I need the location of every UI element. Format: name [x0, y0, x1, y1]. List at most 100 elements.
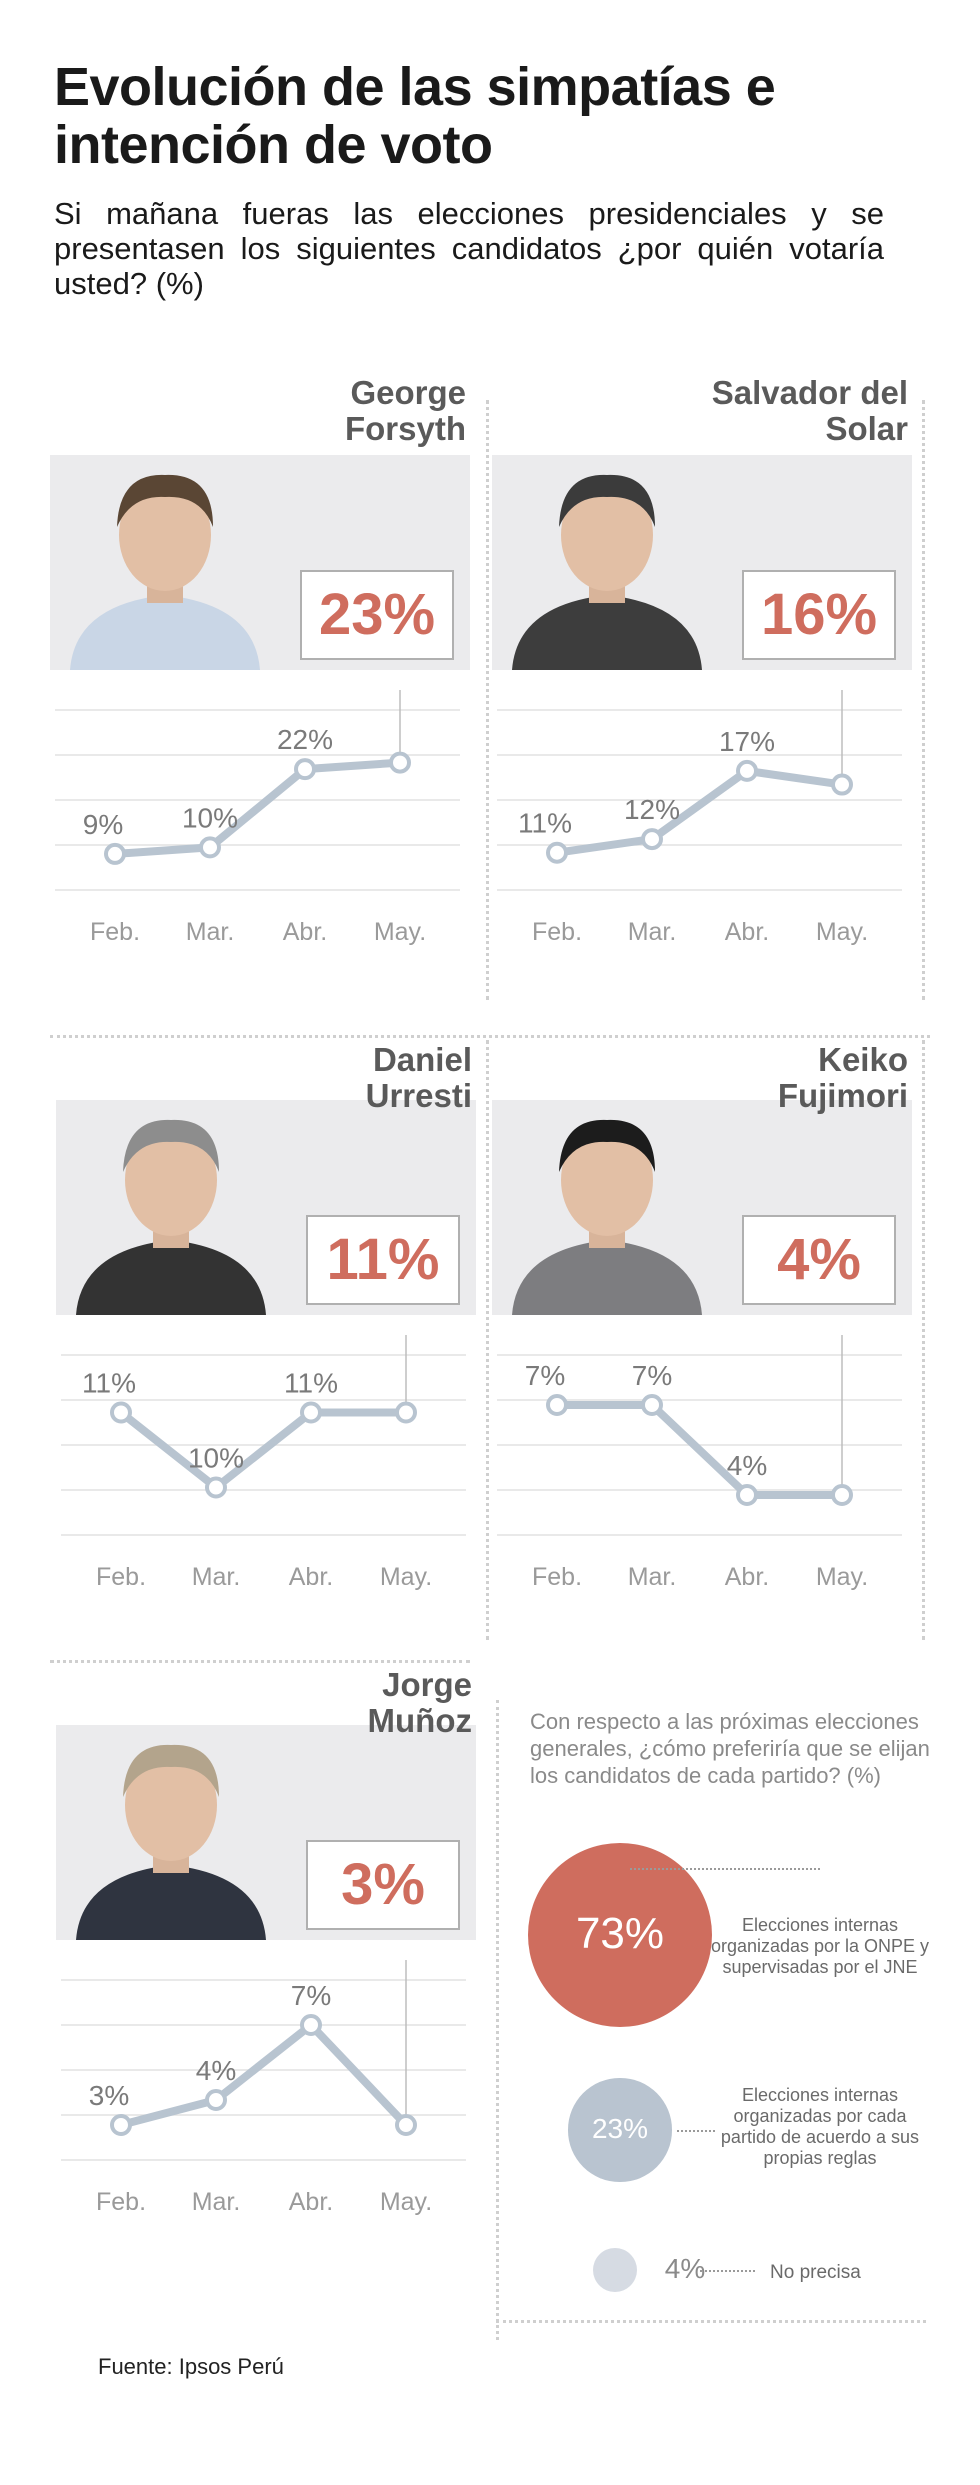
divider-vertical-bottom — [496, 1700, 499, 2340]
source-note: Fuente: Ipsos Perú — [98, 2354, 284, 2379]
x-tick-label: Feb. — [96, 1563, 146, 1591]
current-value-badge: 11% — [306, 1215, 460, 1305]
bubble-label: No precisa — [770, 2262, 861, 2283]
data-point — [104, 842, 126, 865]
current-value-badge: 4% — [742, 1215, 896, 1305]
data-label: 11% — [518, 808, 572, 839]
x-tick-label: Mar. — [628, 1563, 677, 1591]
bubble-label: Elecciones internas organizadas por la O… — [710, 1915, 930, 1977]
line-chart: 7% 7% 4% Feb. Mar. Abr. May. — [497, 1335, 902, 1591]
x-tick-label: Mar. — [192, 1563, 241, 1591]
data-point — [205, 2089, 227, 2111]
x-tick-label: May. — [380, 1563, 432, 1591]
data-label: 3% — [89, 2080, 129, 2111]
data-point — [300, 2014, 322, 2036]
data-point — [110, 1401, 132, 1424]
avatar — [76, 1744, 266, 1940]
divider-horizontal-1 — [50, 1035, 930, 1038]
candidate-name: Jorge Muñoz — [367, 1666, 472, 1739]
line-chart: 11% 10% 11% Feb. Mar. Abr. May. — [61, 1335, 466, 1591]
data-point — [300, 1401, 322, 1424]
candidate-name: George Forsyth — [344, 374, 466, 447]
divider-horizontal-bottom — [496, 2320, 926, 2323]
series-line — [553, 766, 846, 857]
data-label: 11% — [82, 1368, 136, 1399]
avatar — [512, 1119, 702, 1315]
avatar — [512, 474, 702, 670]
data-label: 7% — [291, 1980, 331, 2011]
x-tick-label: Abr. — [289, 2188, 333, 2216]
x-tick-label: May. — [816, 918, 868, 946]
data-point — [205, 1476, 227, 1499]
candidate-name: Keiko Fujimori — [777, 1041, 908, 1114]
x-tick-label: Feb. — [90, 918, 140, 946]
x-tick-label: Mar. — [628, 918, 677, 946]
bubble-value: 4% — [664, 2253, 706, 2285]
candidate-photo — [56, 1725, 476, 1940]
candidate-panel: George Forsyth 23% 9% 10% 22% Feb. Mar. Abr. May… — [50, 375, 470, 1005]
x-tick-label: Abr. — [283, 918, 327, 946]
line-chart: 3% 4% 7% Feb. Mar. Abr. May. — [61, 1960, 466, 2216]
line-chart: 9% 10% 22% Feb. Mar. Abr. May. — [55, 690, 460, 946]
series-line — [111, 758, 404, 858]
avatar — [76, 1119, 266, 1315]
series-line — [117, 1408, 410, 1492]
series-line — [117, 2021, 410, 2129]
candidate-panel: Jorge Muñoz 3% 3% 4% 7% Feb. Mar. Abr. May. — [56, 1665, 476, 2295]
data-point — [395, 1401, 417, 1424]
avatar — [70, 474, 260, 670]
data-label: 4% — [727, 1450, 767, 1481]
x-tick-label: Abr. — [289, 1563, 333, 1591]
bubble-label: Elecciones internas organizadas por cada… — [720, 2085, 920, 2168]
data-point — [736, 759, 758, 782]
data-point — [736, 1484, 758, 1506]
question-text: Con respecto a las próximas elecciones g… — [530, 1709, 930, 1788]
divider-vertical-top — [486, 400, 489, 1000]
divider-vertical-right-mid — [922, 1040, 925, 1640]
x-tick-label: Feb. — [532, 1563, 582, 1591]
bubble — [568, 2078, 672, 2182]
data-point — [199, 836, 221, 859]
x-tick-label: Abr. — [725, 918, 769, 946]
data-label: 10% — [182, 802, 238, 833]
bubble — [593, 2248, 637, 2292]
line-chart: 11% 12% 17% Feb. Mar. Abr. May. — [497, 690, 902, 946]
divider-vertical-right-top — [922, 400, 925, 1000]
candidate-panel: Daniel Urresti 11% 11% 10% 11% Feb. Mar. Abr. Ma… — [56, 1040, 476, 1670]
data-label: 7% — [525, 1360, 565, 1391]
x-tick-label: May. — [374, 918, 426, 946]
data-point — [546, 1394, 568, 1416]
bubble — [528, 1843, 712, 2027]
leader-line — [700, 2270, 755, 2272]
x-tick-label: Mar. — [186, 918, 235, 946]
data-label: 12% — [624, 794, 680, 825]
series-line — [553, 1401, 846, 1499]
current-value-badge: 16% — [742, 570, 896, 660]
data-label: 9% — [83, 809, 123, 840]
bubble-value: 73% — [575, 1908, 665, 1958]
current-value-badge: 23% — [300, 570, 454, 660]
x-tick-label: Abr. — [725, 1563, 769, 1591]
leader-line — [630, 1868, 820, 1870]
data-point — [395, 2114, 417, 2136]
data-point — [831, 773, 853, 796]
data-label: 10% — [188, 1443, 244, 1474]
x-tick-label: May. — [816, 1563, 868, 1591]
data-point — [110, 2114, 132, 2136]
x-tick-label: May. — [380, 2188, 432, 2216]
data-point — [389, 751, 411, 774]
data-point — [831, 1484, 853, 1506]
page-subtitle: Si mañana fueras las elecciones presiden… — [54, 196, 884, 301]
candidate-name: Salvador del Solar — [711, 374, 908, 447]
candidate-panel: Salvador del Solar 16% 11% 12% 17% Feb. Mar. Ab… — [492, 375, 912, 1005]
divider-horizontal-2 — [50, 1660, 470, 1663]
data-point — [641, 1394, 663, 1416]
bubble-value: 23% — [591, 2113, 649, 2145]
x-tick-label: Mar. — [192, 2188, 241, 2216]
candidate-panel: Keiko Fujimori 4% 7% 7% 4% Feb. Mar. Abr. May. — [492, 1040, 912, 1670]
data-label: 17% — [719, 726, 775, 757]
candidate-name: Daniel Urresti — [365, 1041, 472, 1114]
data-label: 22% — [277, 724, 333, 755]
data-label: 4% — [196, 2055, 236, 2086]
page-title: Evolución de las simpatías e intención d… — [54, 57, 776, 175]
